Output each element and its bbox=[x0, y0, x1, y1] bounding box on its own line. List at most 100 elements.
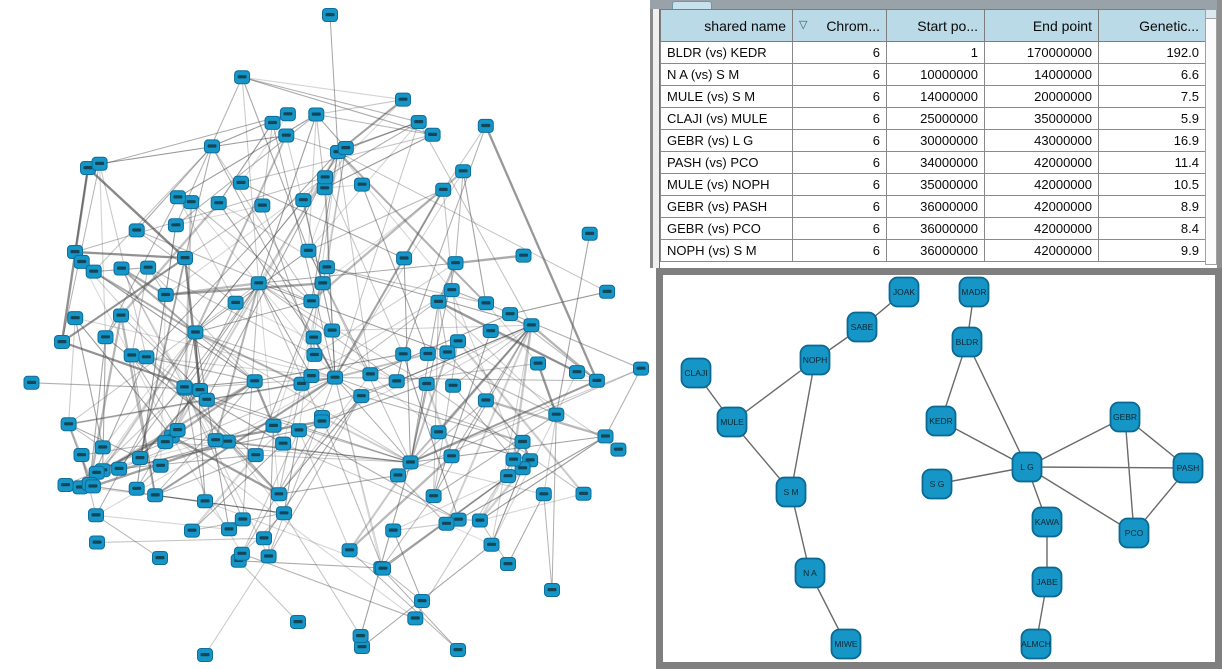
network-node[interactable] bbox=[128, 223, 145, 238]
network-node[interactable] bbox=[443, 449, 460, 464]
network-node[interactable] bbox=[395, 347, 412, 362]
network-node[interactable] bbox=[443, 283, 460, 298]
table-cell[interactable]: 6 bbox=[792, 239, 887, 262]
graph-node-PASH[interactable]: PASH bbox=[1172, 452, 1204, 484]
sort-filter-icon[interactable]: ▽ bbox=[799, 19, 808, 31]
network-node[interactable] bbox=[94, 440, 111, 455]
table-cell[interactable]: 6 bbox=[792, 195, 887, 218]
network-node[interactable] bbox=[260, 549, 277, 564]
network-node[interactable] bbox=[515, 248, 532, 263]
main-network-canvas[interactable] bbox=[0, 0, 650, 669]
table-cell[interactable]: 10000000 bbox=[886, 63, 985, 86]
table-row[interactable]: N A (vs) S M 6 10000000 14000000 6.6 bbox=[660, 63, 1206, 86]
table-cell[interactable]: 1 bbox=[886, 41, 985, 64]
table-cell[interactable]: BLDR (vs) KEDR bbox=[660, 41, 793, 64]
network-node[interactable] bbox=[447, 256, 464, 271]
table-cell[interactable]: 36000000 bbox=[886, 239, 985, 262]
column-header-shared-name[interactable]: shared name bbox=[660, 9, 793, 42]
table-row[interactable]: GEBR (vs) L G 6 30000000 43000000 16.9 bbox=[660, 129, 1206, 152]
network-node[interactable] bbox=[176, 380, 193, 395]
network-node[interactable] bbox=[500, 469, 517, 484]
table-cell[interactable]: 6 bbox=[792, 41, 887, 64]
network-node[interactable] bbox=[581, 226, 598, 241]
table-row[interactable]: MULE (vs) NOPH 6 35000000 42000000 10.5 bbox=[660, 173, 1206, 196]
network-node[interactable] bbox=[544, 583, 560, 597]
network-node[interactable] bbox=[88, 508, 104, 523]
table-cell[interactable]: GEBR (vs) PCO bbox=[660, 217, 793, 240]
network-node[interactable] bbox=[438, 516, 455, 531]
network-node[interactable] bbox=[290, 615, 306, 629]
graph-edge-L G-PCO[interactable] bbox=[1026, 466, 1135, 534]
network-node[interactable] bbox=[407, 611, 424, 626]
network-node[interactable] bbox=[341, 543, 358, 558]
column-header-start-po---[interactable]: Start po... bbox=[886, 9, 985, 42]
network-node[interactable] bbox=[530, 356, 546, 371]
network-node[interactable] bbox=[300, 243, 317, 258]
network-node[interactable] bbox=[337, 141, 354, 155]
network-node[interactable] bbox=[89, 535, 105, 550]
network-node[interactable] bbox=[219, 434, 236, 449]
table-cell[interactable]: 6 bbox=[792, 63, 887, 86]
network-node[interactable] bbox=[157, 435, 174, 450]
graph-node-GEBR[interactable]: GEBR bbox=[1109, 401, 1141, 433]
table-cell[interactable]: 7.5 bbox=[1098, 85, 1206, 108]
network-node[interactable] bbox=[54, 335, 70, 349]
network-node[interactable] bbox=[88, 465, 105, 480]
table-cell[interactable]: 14000000 bbox=[984, 63, 1099, 86]
network-node[interactable] bbox=[354, 640, 370, 654]
network-node[interactable] bbox=[548, 407, 565, 422]
network-node[interactable] bbox=[419, 346, 436, 361]
table-cell[interactable]: 170000000 bbox=[984, 41, 1099, 64]
table-row[interactable]: NOPH (vs) S M 6 36000000 42000000 9.9 bbox=[660, 239, 1206, 262]
table-cell[interactable]: 14000000 bbox=[886, 85, 985, 108]
table-cell[interactable]: 35000000 bbox=[984, 107, 1099, 130]
table-row[interactable]: MULE (vs) S M 6 14000000 20000000 7.5 bbox=[660, 85, 1206, 108]
network-node[interactable] bbox=[198, 392, 215, 407]
table-cell[interactable]: 20000000 bbox=[984, 85, 1099, 108]
network-node[interactable] bbox=[523, 318, 540, 333]
graph-node-L G[interactable]: L G bbox=[1011, 451, 1043, 483]
graph-node-MIWE[interactable]: MIWE bbox=[830, 628, 862, 660]
network-node[interactable] bbox=[247, 448, 264, 463]
network-node[interactable] bbox=[210, 196, 227, 211]
table-cell[interactable]: 42000000 bbox=[984, 239, 1099, 262]
network-node[interactable] bbox=[396, 251, 413, 266]
network-node[interactable] bbox=[233, 546, 250, 561]
network-node[interactable] bbox=[477, 393, 494, 408]
network-node[interactable] bbox=[113, 261, 130, 276]
table-cell[interactable]: 30000000 bbox=[886, 129, 985, 152]
graph-edge-GEBR-PCO[interactable] bbox=[1124, 416, 1135, 534]
column-header-chrom---[interactable]: ▽ Chrom... bbox=[792, 9, 887, 42]
graph-node-S G[interactable]: S G bbox=[921, 468, 953, 500]
network-node[interactable] bbox=[85, 264, 102, 279]
network-node[interactable] bbox=[430, 294, 447, 309]
graph-node-PCO[interactable]: PCO bbox=[1118, 517, 1150, 549]
graph-edge-NOPH-S M[interactable] bbox=[790, 359, 816, 493]
network-node[interactable] bbox=[113, 308, 129, 323]
network-node[interactable] bbox=[91, 156, 108, 171]
network-node[interactable] bbox=[402, 455, 419, 470]
graph-node-KEDR[interactable]: KEDR bbox=[925, 405, 957, 437]
network-node[interactable] bbox=[599, 284, 616, 299]
table-cell[interactable]: 42000000 bbox=[984, 173, 1099, 196]
network-node[interactable] bbox=[111, 461, 128, 476]
table-cell[interactable]: CLAJI (vs) MULE bbox=[660, 107, 793, 130]
network-node[interactable] bbox=[197, 648, 213, 662]
network-node[interactable] bbox=[314, 276, 331, 291]
table-cell[interactable]: 35000000 bbox=[886, 173, 985, 196]
table-cell[interactable]: MULE (vs) S M bbox=[660, 85, 793, 108]
network-node[interactable] bbox=[234, 512, 251, 527]
network-node[interactable] bbox=[505, 452, 522, 467]
network-node[interactable] bbox=[450, 643, 466, 657]
network-node[interactable] bbox=[575, 486, 592, 501]
network-node[interactable] bbox=[197, 494, 213, 509]
network-node[interactable] bbox=[478, 296, 494, 311]
network-node[interactable] bbox=[316, 181, 333, 196]
table-cell[interactable]: GEBR (vs) PASH bbox=[660, 195, 793, 218]
network-node[interactable] bbox=[276, 506, 292, 521]
graph-node-MADR[interactable]: MADR bbox=[958, 276, 990, 308]
network-node[interactable] bbox=[167, 218, 184, 233]
network-node[interactable] bbox=[483, 537, 500, 552]
network-node[interactable] bbox=[279, 107, 296, 122]
network-node[interactable] bbox=[322, 8, 338, 22]
